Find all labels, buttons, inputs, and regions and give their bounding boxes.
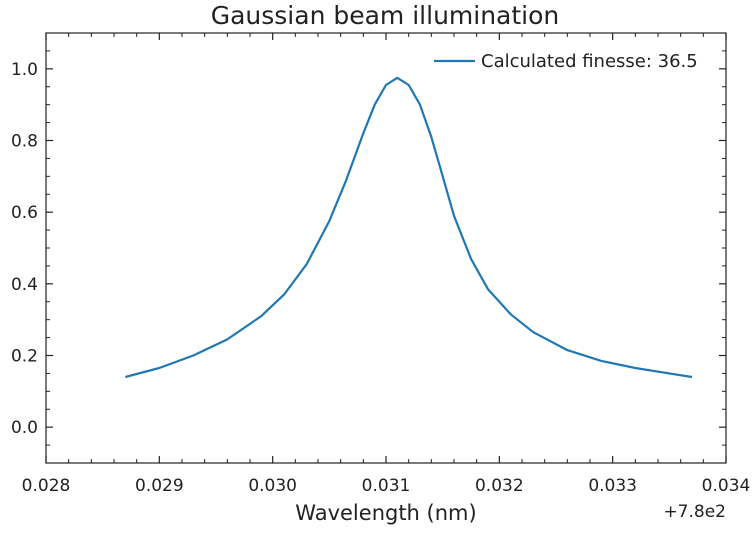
series-line	[125, 76, 693, 379]
x-axis-label: Wavelength (nm)	[295, 501, 476, 525]
chart-title: Gaussian beam illumination	[211, 1, 560, 30]
x-tick-label: 0.031	[362, 476, 411, 496]
x-tick-label: 0.029	[135, 476, 184, 496]
x-tick-label: 0.030	[248, 476, 297, 496]
plot-frame	[45, 32, 727, 464]
x-tick-label: 0.032	[475, 476, 524, 496]
x-offset-label: +7.8e2	[663, 502, 726, 522]
y-tick-label: 0.8	[11, 132, 38, 152]
y-tick-label: 1.0	[11, 60, 38, 80]
x-tick-label: 0.033	[588, 476, 637, 496]
y-tick-label: 0.2	[11, 347, 38, 367]
y-tick-label: 0.0	[11, 418, 38, 438]
x-tick-label: 0.034	[702, 476, 751, 496]
legend: Calculated finesse: 36.5	[434, 51, 698, 72]
legend-label: Calculated finesse: 36.5	[481, 51, 698, 72]
y-tick-label: 0.4	[11, 275, 38, 295]
x-tick-label: 0.028	[22, 476, 71, 496]
ticks-layer	[45, 32, 727, 464]
tick-labels-layer: 0.028 0.029 0.030 0.031 0.032 0.033 0.034 0.0 0.…	[11, 60, 750, 496]
y-tick-label: 0.6	[11, 203, 38, 223]
